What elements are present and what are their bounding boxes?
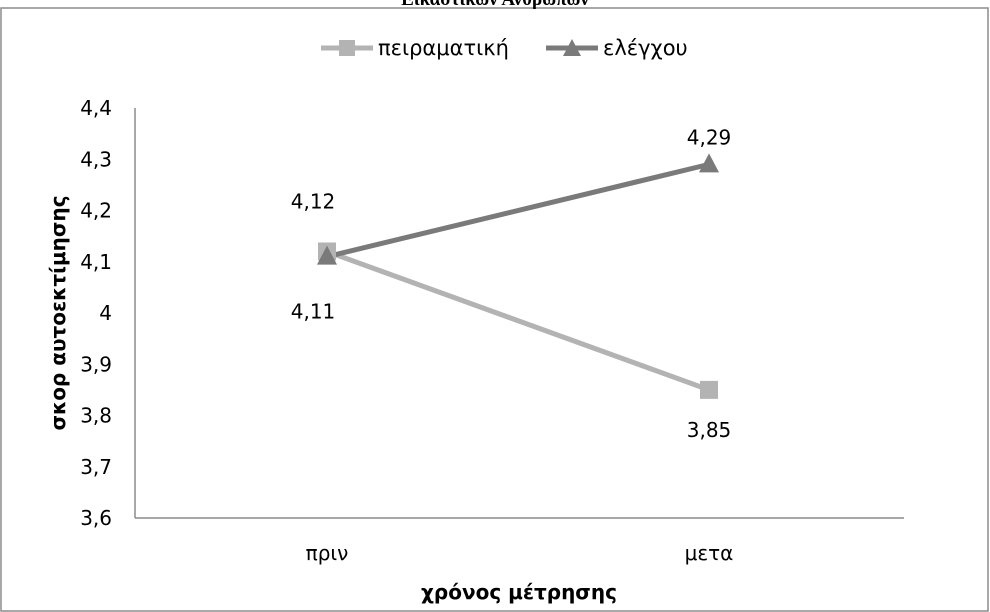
y-axis-title: σκορ αυτοεκτίμησης — [46, 195, 70, 430]
x-tick-label-before: πριν — [306, 541, 349, 565]
data-point-series-2-2 — [699, 153, 719, 173]
y-tick-label: 4,2 — [80, 199, 112, 223]
y-tick-label: 4 — [99, 301, 112, 325]
data-point-series-2-1 — [317, 245, 337, 265]
legend-marker-series-2 — [563, 39, 581, 56]
plot-area: 4,12 3,85 4,11 4,29 — [291, 125, 732, 442]
data-label-series-2-2: 4,29 — [687, 125, 732, 149]
chart-border — [0, 7, 989, 612]
y-tick-label: 4,1 — [80, 250, 112, 274]
legend-item-series-1: πειραματική — [321, 36, 509, 60]
x-tick-label-after: μετα — [685, 541, 734, 565]
data-point-series-1-2 — [700, 380, 718, 399]
y-axis: 3,6 3,7 3,8 3,9 4 4,1 4,2 4,3 4,4 σκορ αυτοεκτίμ… — [46, 96, 136, 530]
legend-item-series-2: ελέγχου — [546, 36, 688, 60]
data-label-series-2-1: 4,11 — [291, 300, 336, 324]
legend-marker-series-1 — [339, 40, 355, 56]
y-tick-label: 4,4 — [80, 96, 112, 120]
legend-label-series-1: πειραματική — [378, 36, 509, 60]
data-labels: 4,12 3,85 4,11 4,29 — [291, 125, 732, 442]
y-tick-label: 3,7 — [80, 455, 112, 479]
series-lines — [326, 161, 710, 393]
data-label-series-1-1: 4,12 — [291, 190, 336, 214]
series-line-1 — [326, 249, 710, 393]
legend: πειραματική ελέγχου — [321, 36, 688, 60]
legend-label-series-2: ελέγχου — [603, 36, 688, 60]
x-axis-title: χρόνος μέτρησης — [421, 580, 617, 604]
data-label-series-1-2: 3,85 — [687, 418, 732, 442]
x-axis: πριν μετα χρόνος μέτρησης — [135, 517, 904, 604]
y-tick-labels: 3,6 3,7 3,8 3,9 4 4,1 4,2 4,3 4,4 — [80, 96, 112, 530]
chart-title: Εικαστικών Ανθρώπων — [401, 0, 589, 10]
y-tick-label: 3,6 — [80, 506, 112, 530]
y-tick-label: 3,8 — [80, 404, 112, 428]
y-tick-label: 4,3 — [80, 147, 112, 171]
series-line-2 — [326, 161, 710, 260]
y-tick-label: 3,9 — [80, 352, 112, 376]
series-markers — [317, 153, 719, 399]
